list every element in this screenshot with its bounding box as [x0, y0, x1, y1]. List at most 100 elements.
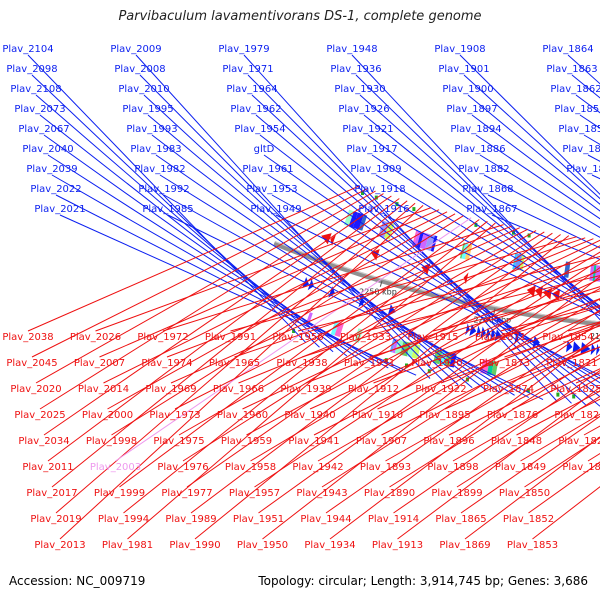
gene-label[interactable]: Plav_2026: [70, 332, 121, 343]
gene-label[interactable]: Plav_1942: [292, 462, 343, 473]
gene-label[interactable]: Plav_1828: [562, 462, 600, 473]
gene-label[interactable]: Plav_1893: [360, 462, 411, 473]
gene-label[interactable]: Plav_2008: [114, 64, 165, 75]
gene-label[interactable]: Plav_2022: [30, 184, 81, 195]
gene-label[interactable]: Plav_1864: [542, 44, 593, 55]
gene-label[interactable]: Plav_2009: [110, 44, 161, 55]
gene-label[interactable]: Plav_1913: [372, 540, 423, 551]
gene-label[interactable]: Plav_1973: [149, 410, 200, 421]
gene-label[interactable]: Plav_1917: [346, 144, 397, 155]
gene-label[interactable]: Plav_1943: [296, 488, 347, 499]
gene-label[interactable]: Plav_1939: [280, 384, 331, 395]
gene-label[interactable]: Plav_1855: [558, 124, 600, 135]
gene-label[interactable]: Plav_1974: [141, 358, 192, 369]
gene-label[interactable]: Plav_1894: [450, 124, 501, 135]
gene-label[interactable]: Plav_1922: [415, 384, 466, 395]
gene-label[interactable]: Plav_1994: [98, 514, 149, 525]
gene-label[interactable]: Plav_1867: [466, 204, 517, 215]
gene-label[interactable]: Plav_2025: [14, 410, 65, 421]
gene-label[interactable]: Plav_2108: [10, 84, 61, 95]
gene-label[interactable]: Plav_1958: [225, 462, 276, 473]
gene-label[interactable]: Plav_1962: [230, 104, 281, 115]
gene-label[interactable]: Plav_1990: [169, 540, 220, 551]
gene-label[interactable]: Plav_1998: [86, 436, 137, 447]
gene-label[interactable]: Plav_2021: [34, 204, 85, 215]
gene-label[interactable]: Plav_1938: [276, 358, 327, 369]
gene-label[interactable]: Plav_1965: [209, 358, 260, 369]
gene-label[interactable]: Plav_1848: [491, 436, 542, 447]
gene-label[interactable]: Plav_2067: [18, 124, 69, 135]
gene-label[interactable]: Plav_1979: [218, 44, 269, 55]
gene-label[interactable]: Plav_1941: [288, 436, 339, 447]
gene-label[interactable]: Plav_1916: [358, 204, 409, 215]
gene-label[interactable]: Plav_1975: [153, 436, 204, 447]
gene-label[interactable]: Plav_1915: [407, 332, 458, 343]
gene-label[interactable]: Plav_1964: [226, 84, 277, 95]
gene-label[interactable]: Plav_1858: [554, 104, 600, 115]
gene-label[interactable]: Plav_1862: [550, 84, 600, 95]
gene-label[interactable]: Plav_1895: [419, 410, 470, 421]
gene-label[interactable]: Plav_1897: [446, 104, 497, 115]
gene-label[interactable]: Plav_1853: [507, 540, 558, 551]
gene-label[interactable]: Plav_1957: [229, 488, 280, 499]
gene-label[interactable]: Plav_1930: [334, 84, 385, 95]
gene-label[interactable]: Plav_1961: [242, 164, 293, 175]
gene-labels[interactable]: Plav_2104 Plav_2098 Plav_2108 Plav_2073 Plav…: [2, 44, 600, 551]
gene-label[interactable]: Plav_1977: [161, 488, 212, 499]
gene-label[interactable]: Plav_2104: [2, 44, 53, 55]
gene-label[interactable]: Plav_1863: [546, 64, 597, 75]
gene-label[interactable]: Plav_1873: [479, 358, 530, 369]
gene-label[interactable]: Plav_1909: [350, 164, 401, 175]
gene-label[interactable]: Plav_1940: [284, 410, 335, 421]
gene-label[interactable]: Plav_2003: [90, 462, 141, 473]
gene-label[interactable]: Plav_2007: [74, 358, 125, 369]
gene-label[interactable]: Plav_2020: [10, 384, 61, 395]
gene-label[interactable]: Plav_1989: [165, 514, 216, 525]
gene-label[interactable]: Plav_1995: [122, 104, 173, 115]
gene-label[interactable]: Plav_1899: [431, 488, 482, 499]
gene-label[interactable]: Plav_2038: [2, 332, 53, 343]
gene-label[interactable]: Plav_1949: [250, 204, 301, 215]
gene-label[interactable]: Plav_1971: [222, 64, 273, 75]
gene-label[interactable]: Plav_1854: [542, 332, 593, 343]
gene-label[interactable]: Plav_1983: [130, 144, 181, 155]
gene-label[interactable]: Plav_1912: [348, 384, 399, 395]
gene-label[interactable]: Plav_2073: [14, 104, 65, 115]
gene-label[interactable]: Plav_1868: [462, 184, 513, 195]
gene-label[interactable]: Plav_1898: [427, 462, 478, 473]
gene-label[interactable]: Plav_2014: [78, 384, 129, 395]
gene-label[interactable]: Plav_1936: [330, 64, 381, 75]
gene-label[interactable]: Plav_2045: [6, 358, 57, 369]
gene-label[interactable]: Plav_1826: [554, 410, 600, 421]
gene-label[interactable]: Plav_1871: [475, 332, 526, 343]
gene-label[interactable]: Plav_1926: [338, 104, 389, 115]
gene-label[interactable]: Plav_1976: [157, 462, 208, 473]
gene-label[interactable]: Plav_2011: [22, 462, 73, 473]
gene-label[interactable]: Plav_1960: [217, 410, 268, 421]
gene-label[interactable]: Plav_1931: [344, 358, 395, 369]
gene-label[interactable]: Plav_1886: [454, 144, 505, 155]
gene-label[interactable]: Plav_2013: [34, 540, 85, 551]
gene-label[interactable]: Plav_1972: [137, 332, 188, 343]
gene-label[interactable]: Plav_1954: [234, 124, 285, 135]
gene-label[interactable]: Plav_1953: [246, 184, 297, 195]
gene-label[interactable]: Plav_1920: [411, 358, 462, 369]
gene-label[interactable]: Plav_1969: [145, 384, 196, 395]
gene-label[interactable]: Plav_1882: [458, 164, 509, 175]
gene-label[interactable]: Plav_1914: [368, 514, 419, 525]
gene-label[interactable]: Plav_1874: [483, 384, 534, 395]
gene-label[interactable]: Plav_1982: [134, 164, 185, 175]
gene-label[interactable]: Plav_2017: [26, 488, 77, 499]
gene-label[interactable]: Plav_1850: [499, 488, 550, 499]
gene-label[interactable]: Plav_1950: [237, 540, 288, 551]
gene-label[interactable]: Plav_1865: [435, 514, 486, 525]
gene-label[interactable]: Plav_1951: [233, 514, 284, 525]
gene-label[interactable]: Plav_1992: [138, 184, 189, 195]
gene-label[interactable]: Plav_1948: [326, 44, 377, 55]
gene-label[interactable]: Plav_2010: [118, 84, 169, 95]
gene-label[interactable]: Plav_1956: [272, 332, 323, 343]
gene-label[interactable]: Plav_1918: [354, 184, 405, 195]
gene-label[interactable]: Plav_1869: [439, 540, 490, 551]
gene-label[interactable]: Plav_1966: [213, 384, 264, 395]
gene-label[interactable]: Plav_1981: [102, 540, 153, 551]
